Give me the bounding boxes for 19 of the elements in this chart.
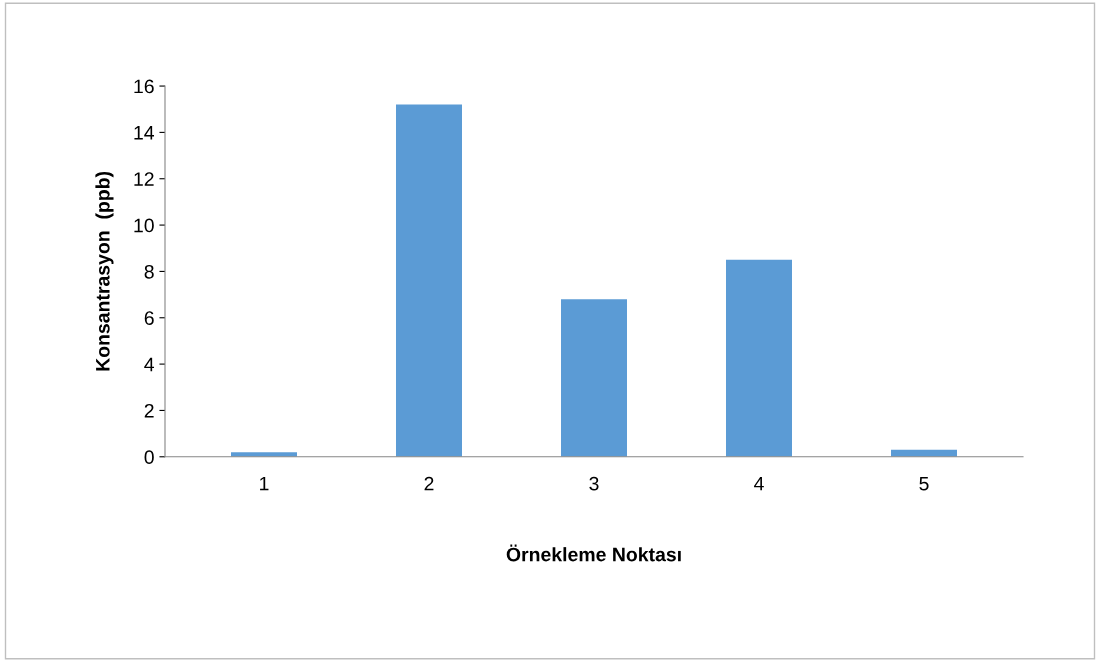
x-tick-label: 3	[589, 476, 599, 491]
y-tick-label: 4	[144, 357, 155, 372]
bar	[561, 299, 627, 457]
y-tick-label: 0	[144, 450, 154, 465]
bar	[396, 104, 462, 457]
y-tick-label: 8	[144, 264, 154, 279]
x-tick-label: 5	[919, 476, 929, 491]
y-tick-label: 2	[144, 403, 154, 418]
y-tick-label: 14	[134, 126, 155, 140]
x-tick-label: 1	[260, 476, 269, 491]
x-axis-title: Örnekleme Noktası	[506, 544, 681, 562]
y-tick-label: 12	[134, 172, 154, 186]
y-axis-title: Konsantrasyon (ppb)	[95, 171, 114, 371]
y-tick-label: 10	[134, 218, 154, 233]
y-tick-label: 6	[144, 311, 154, 325]
x-tick-label: 2	[424, 476, 434, 491]
bar	[726, 259, 792, 457]
y-tick-label: 16	[134, 79, 154, 94]
x-tick-label: 4	[754, 476, 764, 491]
